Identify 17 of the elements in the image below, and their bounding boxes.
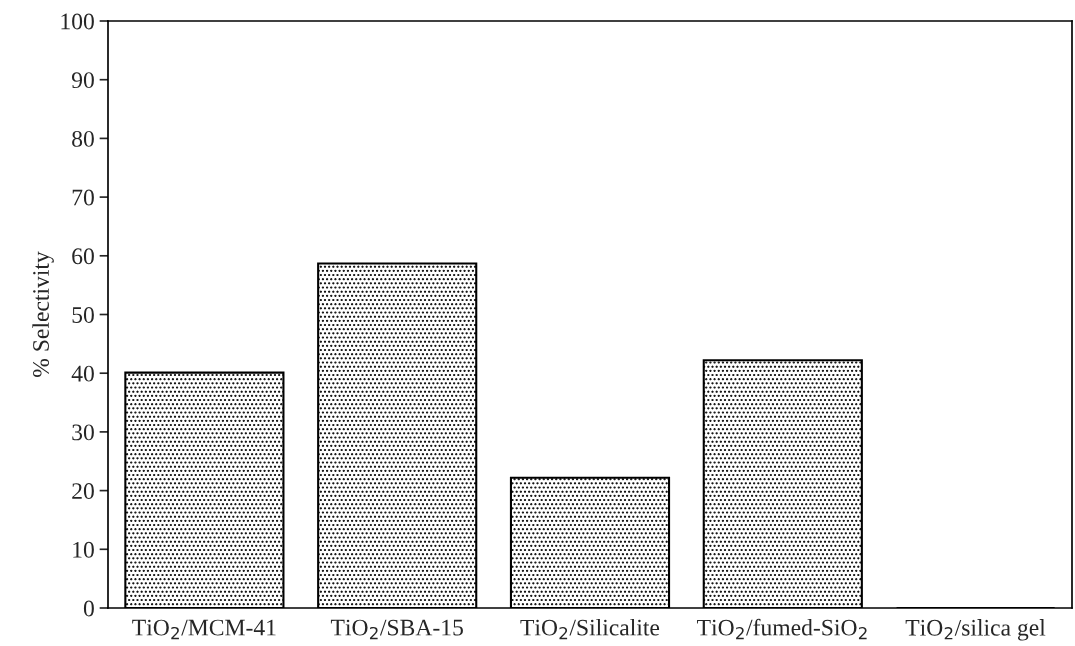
x-tick-label: TiO$_{2}$/silica gel [905,619,1046,641]
y-tick-label: 0 [83,600,94,617]
x-tick-label: TiO$_{2}$/SBA-15 [330,619,463,640]
y-tick-label: 90 [71,72,94,89]
y-tick-label: 10 [73,541,94,558]
x-tick-label: TiO$_{2}$/MCM-41 [132,619,276,640]
y-tick-label: 60 [72,248,94,265]
x-tick-label: TiO$_{2}$/Silicalite [520,618,660,640]
y-tick-label: 70 [72,189,94,206]
y-tick-label: 30 [72,424,94,441]
y-tick-label: 100 [61,13,94,30]
x-tick-label: TiO$_{2}$/fumed-SiO$_{2}$ [697,618,867,640]
y-tick-label: 50 [72,306,94,323]
y-tick-label: 20 [72,483,94,500]
y-tick-label: 40 [71,365,94,382]
y-axis-title: % Selectivity [32,251,54,377]
y-tick-label: 80 [72,130,94,147]
